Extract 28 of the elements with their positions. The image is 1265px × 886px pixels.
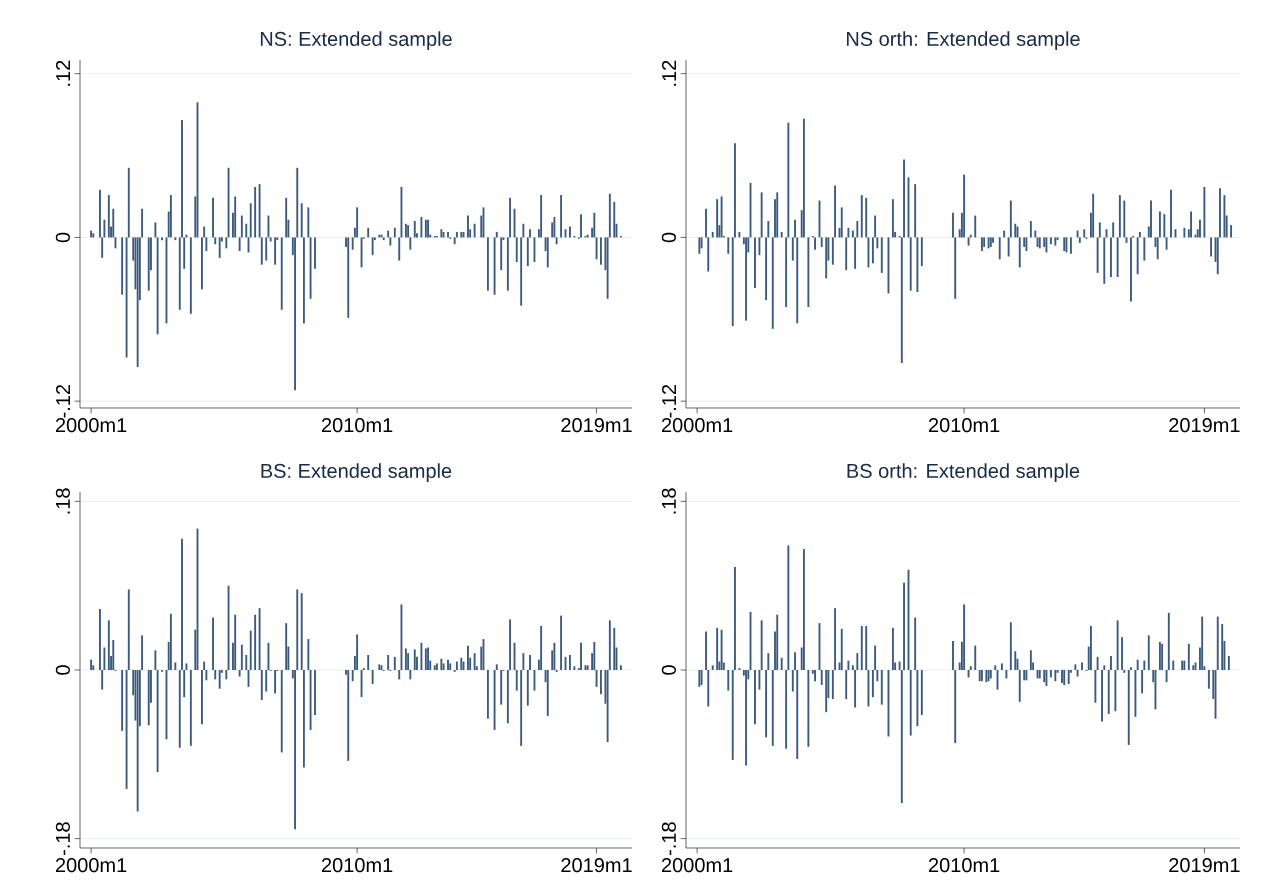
y-tick-label: .18 bbox=[661, 488, 676, 514]
x-tick-label: 2010m1 bbox=[321, 858, 393, 873]
y-tick-label: .12 bbox=[661, 60, 676, 86]
x-tick-label: 2019m1 bbox=[561, 418, 632, 433]
y-tick-label: .18 bbox=[55, 488, 70, 514]
y-tick-label: 0 bbox=[661, 232, 676, 243]
y-tick-label: .12 bbox=[56, 60, 70, 86]
chart-title: BS: Extended sample bbox=[261, 463, 452, 482]
x-tick-label: 2019m1 bbox=[561, 858, 632, 873]
x-tick-label: 2000m1 bbox=[661, 858, 733, 873]
x-tick-label: 2000m1 bbox=[55, 858, 127, 873]
x-tick-label: 2010m1 bbox=[928, 418, 1000, 433]
x-tick-label: 2010m1 bbox=[321, 418, 393, 433]
chart-title: BS orth: Extended sample bbox=[847, 463, 1080, 482]
y-tick-label: -.18 bbox=[661, 822, 676, 855]
y-tick-label: -.18 bbox=[55, 822, 70, 855]
x-tick-label: 2000m1 bbox=[661, 418, 733, 433]
x-tick-label: 2010m1 bbox=[928, 858, 1000, 873]
y-tick-label: 0 bbox=[55, 665, 70, 675]
y-tick-label: -.12 bbox=[56, 384, 70, 418]
x-tick-label: 2019m1 bbox=[1169, 418, 1240, 433]
y-tick-label: 0 bbox=[661, 665, 676, 675]
chart-title: NS orth: Extended sample bbox=[846, 31, 1080, 50]
x-tick-label: 2019m1 bbox=[1169, 858, 1240, 873]
x-tick-label: 2000m1 bbox=[55, 418, 127, 433]
y-tick-label: 0 bbox=[55, 232, 70, 243]
y-tick-label: -.12 bbox=[661, 384, 676, 418]
chart-title: NS: Extended sample bbox=[260, 31, 452, 50]
